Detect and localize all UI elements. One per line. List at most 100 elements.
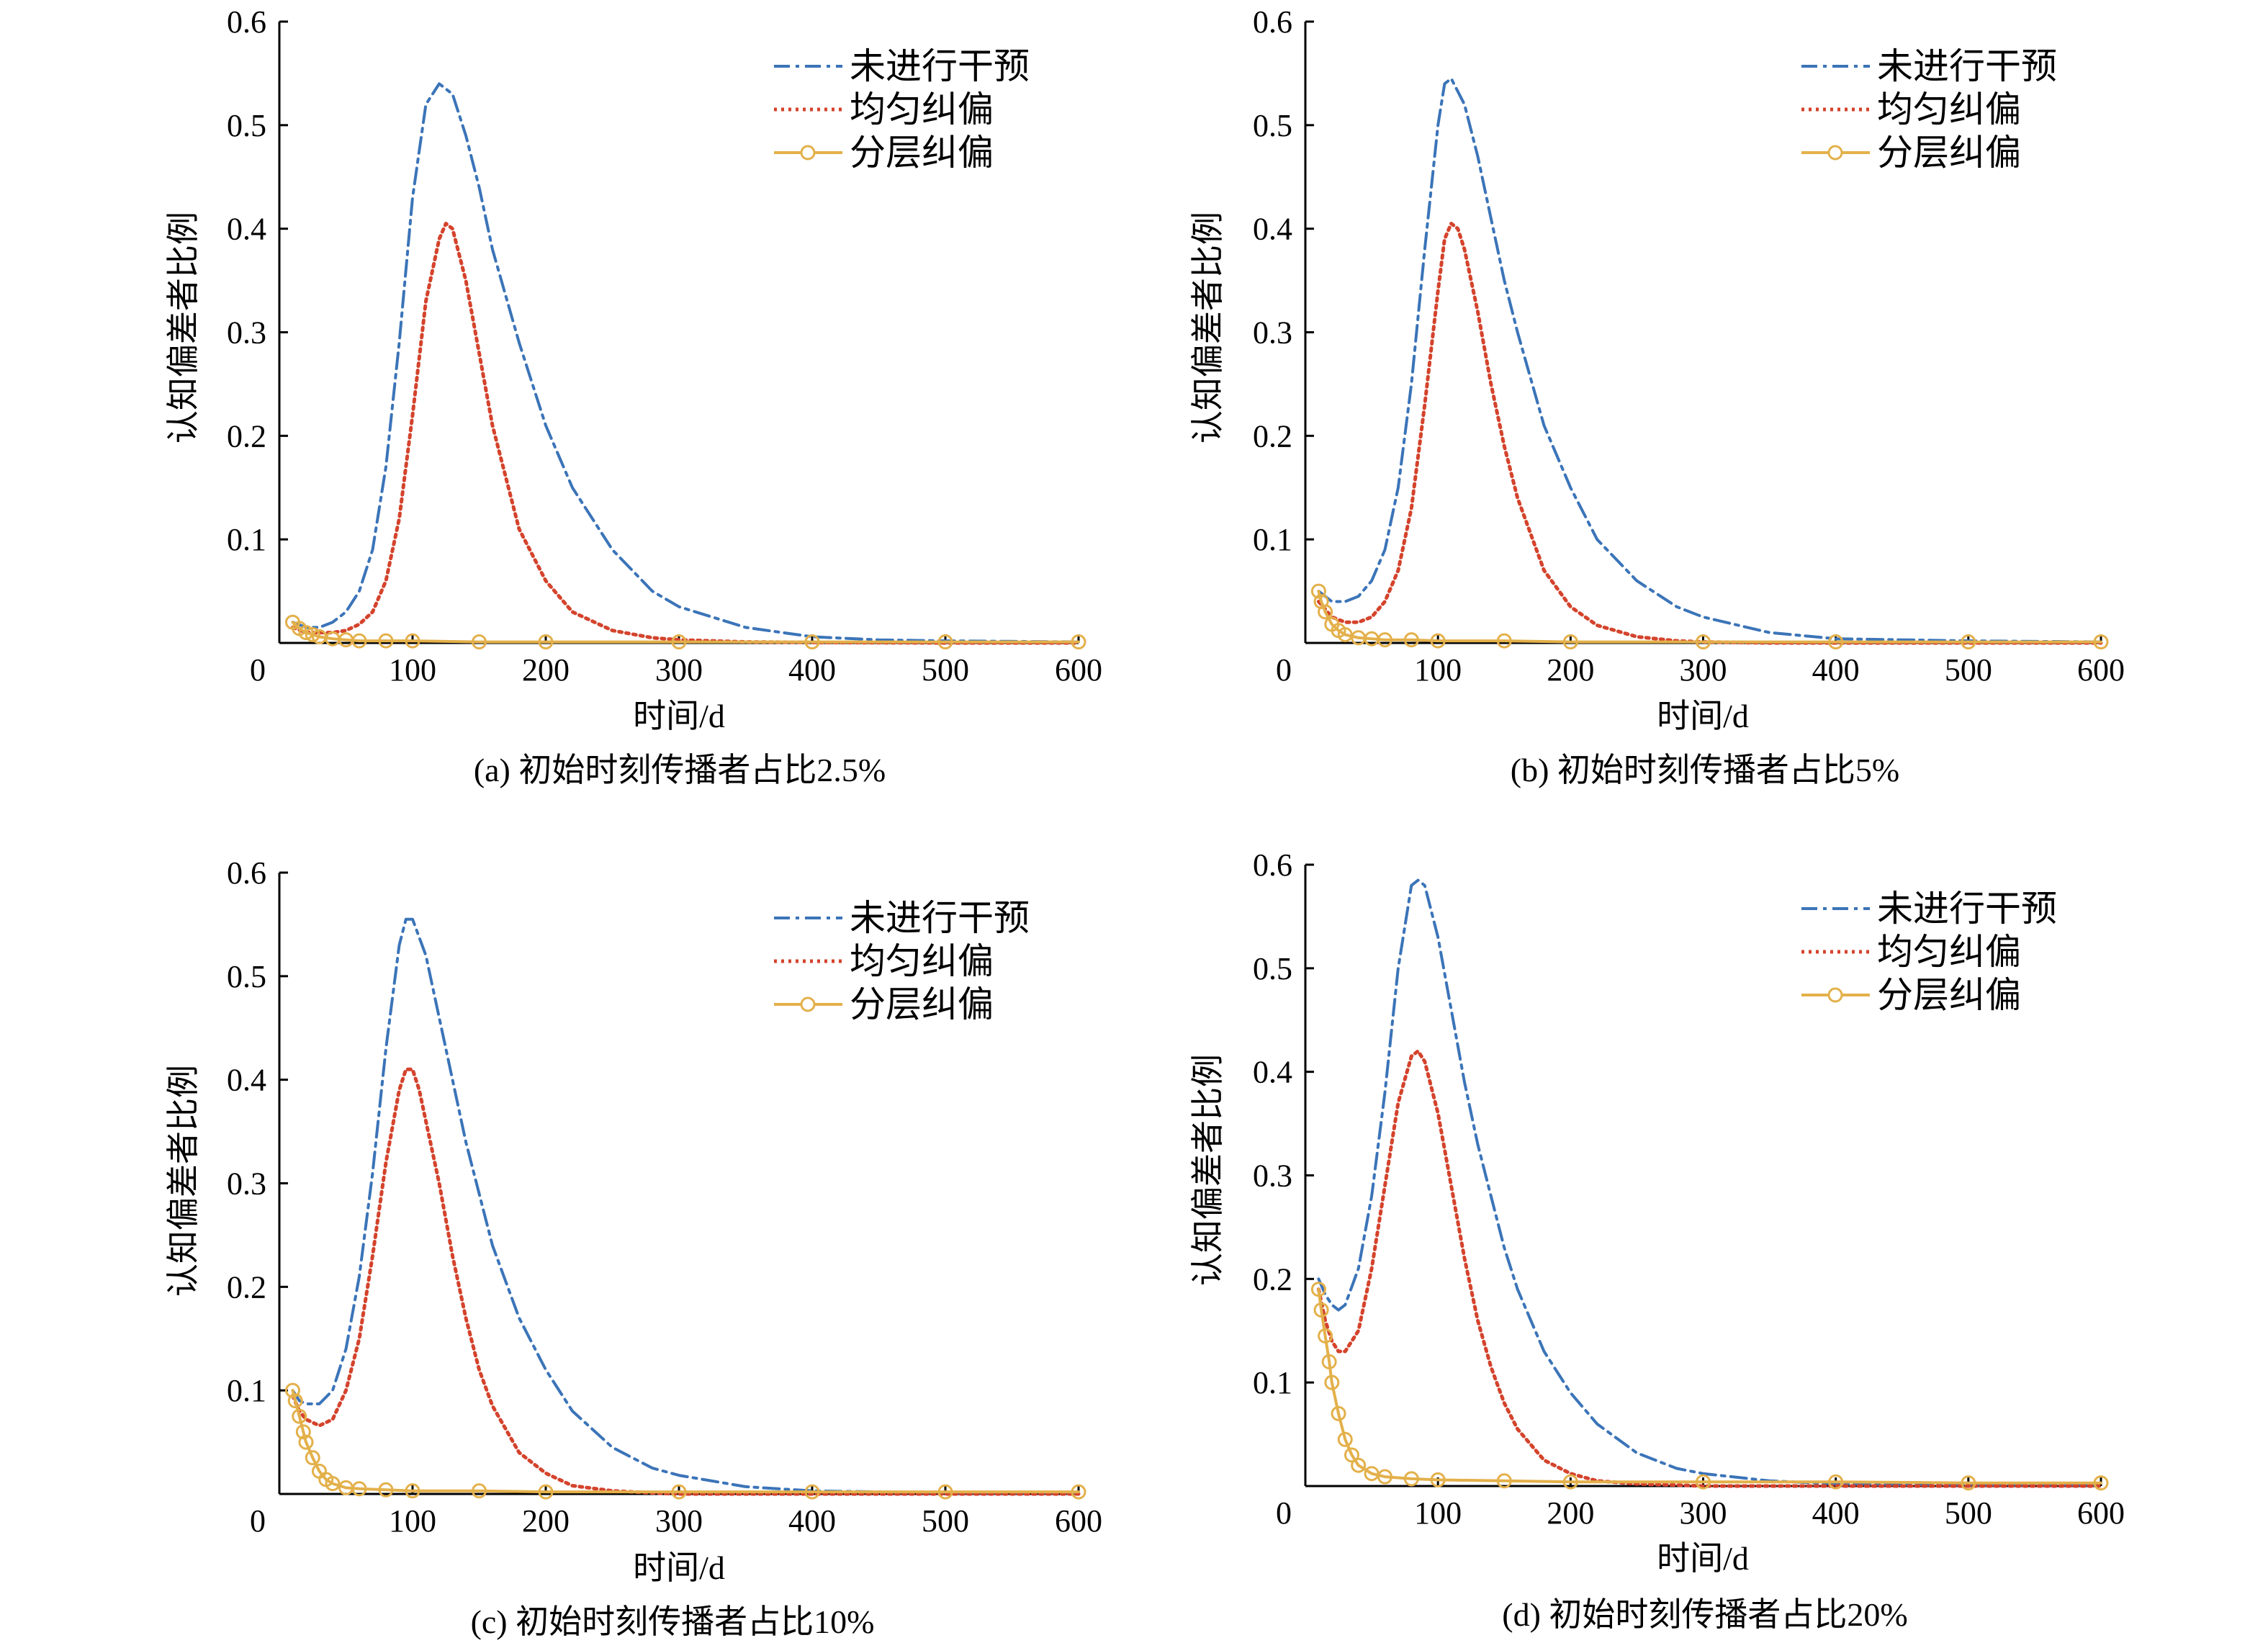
series-point: [472, 1483, 487, 1499]
x-tick-label: 200: [522, 652, 570, 688]
y-tick-label: 0.3: [227, 1166, 266, 1202]
series-point: [1071, 1484, 1086, 1500]
legend-label: 未进行干预: [1877, 46, 2057, 86]
y-tick-label: 0.4: [1253, 212, 1292, 247]
series-point: [538, 634, 554, 650]
x-tick-label: 300: [1680, 652, 1727, 688]
series-point: [1310, 1282, 1326, 1297]
legend-label: 均匀纠偏: [1877, 932, 2021, 972]
x-tick-label: 400: [788, 1503, 836, 1539]
series-point: [1403, 632, 1419, 648]
y-tick-label: 0.5: [227, 108, 266, 143]
series-point: [1562, 634, 1578, 650]
legend-label: 分层纠偏: [1877, 132, 2021, 173]
caption-b: (b) 初始时刻传播者占比5%: [1511, 752, 1899, 788]
y-axis-label: 认知偏差者比例: [1189, 212, 1226, 444]
series-point: [305, 1450, 320, 1466]
series-point: [472, 634, 487, 650]
x-tick-label: 600: [2077, 1495, 2125, 1531]
series-point: [305, 626, 320, 642]
series-point: [1321, 1354, 1337, 1369]
y-tick-label: 0.1: [1253, 1365, 1292, 1400]
y-tick-label: 0.5: [1253, 951, 1292, 986]
legend-label: 未进行干预: [1877, 888, 2057, 929]
y-tick-label: 0.4: [227, 212, 266, 247]
legend-label: 分层纠偏: [1877, 975, 2021, 1015]
panel-a: 0 100 200 300 400 500 600 0.1 0.2 0.3 0.4 0.5 0.6 未进…: [165, 4, 1102, 788]
y-tick-label: 0.6: [227, 855, 266, 891]
series-line: [1317, 1287, 2102, 1485]
series-point: [298, 1434, 314, 1450]
series-point: [937, 1484, 953, 1500]
panel-b: 0 100 200 300 400 500 600 0.1 0.2 0.3 0.4 0.5 0.6 未进…: [1189, 4, 2125, 788]
legend-marker: [800, 996, 816, 1012]
series-point: [285, 1382, 300, 1398]
series-point: [538, 1484, 554, 1500]
series-point: [1496, 633, 1512, 649]
series-point: [671, 1484, 687, 1500]
y-tick-label: 0.2: [1253, 1261, 1292, 1297]
marks-d: [1310, 878, 2109, 1491]
caption-d: (d) 初始时刻传播者占比20%: [1502, 1596, 1907, 1633]
legend-label: 均匀纠偏: [850, 941, 994, 981]
y-tick-label: 0.2: [1253, 418, 1292, 454]
x-tick-label: 500: [1945, 652, 1992, 688]
y-tick-label: 0.3: [1253, 315, 1292, 351]
y-tick-label: 0.5: [1253, 108, 1292, 143]
x-tick-label: 0: [250, 652, 266, 688]
series-point: [804, 1484, 820, 1500]
y-tick-label: 0.1: [1253, 522, 1292, 557]
x-tick-label: 100: [1414, 1495, 1462, 1531]
series-line: [291, 917, 1080, 1495]
y-tick-label: 0.2: [227, 1269, 266, 1305]
y-tick-label: 0.4: [227, 1063, 266, 1098]
legend-label: 分层纠偏: [850, 984, 994, 1025]
series-point: [378, 633, 394, 649]
x-axis-label: 时间/d: [633, 698, 725, 734]
series-point: [1961, 634, 1976, 650]
series-point: [1071, 634, 1086, 650]
series-line: [1316, 222, 2103, 645]
x-tick-label: 200: [1547, 652, 1594, 688]
y-tick-label: 0.2: [227, 418, 266, 454]
series-point: [405, 1483, 420, 1499]
y-tick-label: 0.1: [227, 1373, 266, 1408]
axes-d: 0 100 200 300 400 500 600 0.1 0.2 0.3 0.4 0.5 0.6: [1253, 847, 2125, 1531]
series-point: [1430, 1472, 1446, 1487]
axes-a: 0 100 200 300 400 500 600 0.1 0.2 0.3 0.4 0.5 0.6: [227, 4, 1102, 688]
y-axis-label: 认知偏差者比例: [1189, 1054, 1226, 1286]
x-tick-label: 600: [1055, 1503, 1102, 1539]
series-point: [937, 634, 953, 650]
series-point: [378, 1482, 394, 1498]
series-line: [1317, 590, 2102, 644]
y-tick-label: 0.5: [227, 959, 266, 994]
series-point: [1318, 604, 1333, 620]
series-point: [1696, 634, 1711, 650]
series-line: [291, 222, 1081, 645]
series-point: [1351, 1457, 1367, 1473]
series-point: [1310, 583, 1326, 599]
panel-d: 0 100 200 300 400 500 600 0.1 0.2 0.3 0.4 0.5 0.6 未进…: [1189, 847, 2125, 1633]
series-point: [295, 1424, 311, 1440]
series-line: [291, 82, 1080, 644]
series-point: [325, 1476, 341, 1492]
series-point: [405, 633, 420, 649]
x-tick-label: 200: [1547, 1495, 1594, 1531]
x-tick-label: 200: [522, 1503, 570, 1539]
series-line: [291, 621, 1080, 644]
series-point: [1324, 1374, 1340, 1390]
legend-marker: [1827, 987, 1843, 1003]
x-tick-label: 100: [389, 652, 436, 688]
series-point: [1331, 1405, 1346, 1421]
legend-label: 均匀纠偏: [850, 89, 994, 130]
legend-marker: [1827, 145, 1843, 161]
series-point: [298, 625, 314, 641]
series-point: [1961, 1475, 1976, 1491]
y-tick-label: 0.6: [1253, 4, 1292, 40]
series-point: [804, 634, 820, 650]
series-point: [1377, 632, 1392, 648]
series-point: [2093, 634, 2109, 650]
x-tick-label: 0: [250, 1503, 266, 1539]
